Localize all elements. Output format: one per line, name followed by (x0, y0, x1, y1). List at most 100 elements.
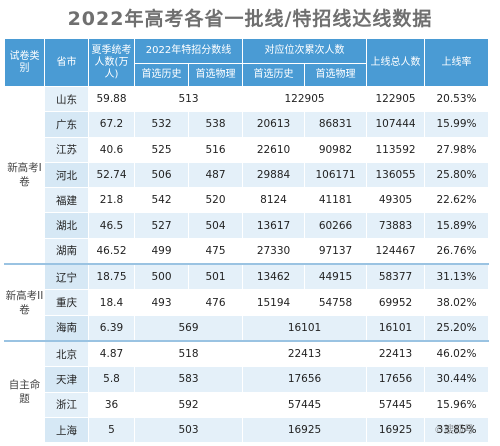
total-cell: 22413 (366, 339, 426, 368)
watermark: ©搜狐号 (434, 425, 474, 436)
province-cell: 辽宁 (44, 263, 89, 291)
history-rank-cell: 13462 (242, 263, 306, 291)
scoreline-cell: 513 (133, 85, 244, 113)
history-score-cell: 525 (134, 136, 189, 163)
physics-rank-cell: 106171 (304, 161, 368, 189)
group-label: 自主命题 (4, 339, 45, 444)
rate-cell: 25.80% (424, 161, 490, 189)
scoreline-table: 试卷类别 省市 夏季统考人数(万人) 2022年特招分数线 对应位次累次人数 上… (4, 38, 490, 444)
rate-cell: 20.53% (424, 85, 490, 113)
candidates-cell: 59.88 (88, 85, 135, 113)
rate-cell: 46.02% (424, 339, 490, 368)
physics-score-cell: 504 (187, 212, 244, 239)
physics-rank-cell: 54758 (304, 289, 368, 316)
history-score-cell: 493 (134, 289, 189, 316)
rate-cell: 15.99% (424, 111, 490, 138)
history-rank-cell: 20613 (242, 111, 306, 138)
header-category: 试卷类别 (4, 38, 45, 87)
total-cell: 122905 (366, 85, 426, 113)
candidates-cell: 5.8 (88, 366, 135, 393)
scoreline-cell: 592 (133, 391, 244, 418)
history-score-cell: 532 (134, 111, 189, 138)
rank-cell: 22413 (242, 339, 368, 368)
candidates-cell: 5 (88, 416, 135, 444)
scoreline-cell: 518 (133, 339, 244, 368)
physics-rank-cell: 86831 (304, 111, 368, 138)
candidates-cell: 18.75 (88, 263, 135, 291)
header-total: 上线总人数 (366, 38, 426, 87)
history-rank-cell: 13617 (242, 212, 306, 239)
header-rank: 对应位次累次人数 (242, 38, 368, 64)
candidates-cell: 21.8 (88, 187, 135, 214)
province-cell: 北京 (44, 339, 89, 368)
total-cell: 16101 (366, 314, 426, 342)
rank-cell: 122905 (242, 85, 368, 113)
rate-cell: 31.13% (424, 263, 490, 291)
physics-score-cell: 501 (187, 263, 244, 291)
total-cell: 73883 (366, 212, 426, 239)
province-cell: 浙江 (44, 391, 89, 418)
province-cell: 山东 (44, 85, 89, 113)
candidates-cell: 4.87 (88, 339, 135, 368)
history-rank-cell: 15194 (242, 289, 306, 316)
scoreline-cell: 569 (133, 314, 244, 342)
province-cell: 广东 (44, 111, 89, 138)
province-cell: 湖北 (44, 212, 89, 239)
candidates-cell: 67.2 (88, 111, 135, 138)
header-scoreline: 2022年特招分数线 (133, 38, 244, 64)
candidates-cell: 18.4 (88, 289, 135, 316)
header-history: 首选历史 (134, 63, 189, 87)
physics-rank-cell: 97137 (304, 237, 368, 265)
province-cell: 福建 (44, 187, 89, 214)
total-cell: 16925 (366, 416, 426, 444)
rank-cell: 16101 (242, 314, 368, 342)
rate-cell: 38.02% (424, 289, 490, 316)
physics-rank-cell: 60266 (304, 212, 368, 239)
province-cell: 湖南 (44, 237, 89, 265)
group-label: 新高考II卷 (4, 263, 45, 342)
header-province: 省市 (44, 38, 89, 87)
rate-cell: 30.44% (424, 366, 490, 393)
province-cell: 河北 (44, 161, 89, 189)
group-label: 新高考I卷 (4, 86, 45, 265)
candidates-cell: 36 (88, 391, 135, 418)
history-score-cell: 506 (134, 161, 189, 189)
header-history-rank: 首选历史 (242, 63, 306, 87)
candidates-cell: 6.39 (88, 314, 135, 342)
physics-score-cell: 516 (187, 136, 244, 163)
history-score-cell: 542 (134, 187, 189, 214)
page-title: 2022年高考各省一批线/特招线达线数据 (67, 8, 433, 30)
total-cell: 69952 (366, 289, 426, 316)
history-score-cell: 527 (134, 212, 189, 239)
total-cell: 58377 (366, 263, 426, 291)
history-rank-cell: 29884 (242, 161, 306, 189)
history-rank-cell: 8124 (242, 187, 306, 214)
province-cell: 海南 (44, 314, 89, 342)
history-score-cell: 499 (134, 237, 189, 265)
province-cell: 重庆 (44, 289, 89, 316)
physics-score-cell: 520 (187, 187, 244, 214)
total-cell: 17656 (366, 366, 426, 393)
rank-cell: 57445 (242, 391, 368, 418)
rank-cell: 16925 (242, 416, 368, 444)
province-cell: 天津 (44, 366, 89, 393)
scoreline-cell: 583 (133, 366, 244, 393)
physics-rank-cell: 44915 (304, 263, 368, 291)
total-cell: 49305 (366, 187, 426, 214)
history-rank-cell: 22610 (242, 136, 306, 163)
physics-score-cell: 538 (187, 111, 244, 138)
total-cell: 57445 (366, 391, 426, 418)
scoreline-cell: 503 (133, 416, 244, 444)
header-rate: 上线率 (424, 38, 490, 87)
province-cell: 江苏 (44, 136, 89, 163)
total-cell: 107444 (366, 111, 426, 138)
physics-score-cell: 476 (187, 289, 244, 316)
rate-cell: 15.89% (424, 212, 490, 239)
rate-cell: 22.62% (424, 187, 490, 214)
physics-score-cell: 475 (187, 237, 244, 265)
candidates-cell: 46.5 (88, 212, 135, 239)
candidates-cell: 46.52 (88, 237, 135, 265)
province-cell: 上海 (44, 416, 89, 444)
total-cell: 124467 (366, 237, 426, 265)
history-score-cell: 500 (134, 263, 189, 291)
